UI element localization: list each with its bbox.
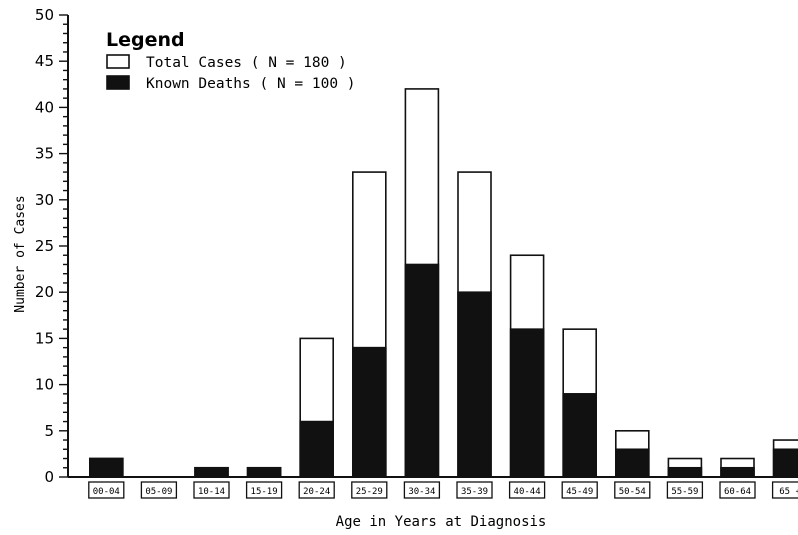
bar-known-deaths — [772, 448, 798, 478]
x-tick-label: 15-19 — [251, 487, 278, 497]
y-tick-label: 45 — [35, 52, 54, 70]
y-tick-label: 35 — [35, 145, 54, 163]
bar-known-deaths — [404, 263, 440, 478]
x-category-labels: 00-04 05-09 10-14 15-19 20-24 25-29 30-34 35-39… — [88, 481, 798, 499]
legend-swatch-total — [106, 54, 130, 69]
bar-known-deaths — [246, 466, 282, 478]
x-tick-label: 40-44 — [514, 487, 541, 497]
x-tick-label: 10-14 — [198, 487, 225, 497]
x-tick-label: 25-29 — [356, 487, 383, 497]
bar-known-deaths — [457, 291, 492, 478]
x-category-box — [508, 481, 546, 499]
y-axis-label: Number of Cases — [13, 195, 28, 312]
x-category-box — [614, 481, 651, 499]
x-category-box — [298, 481, 335, 499]
x-category-box — [666, 481, 704, 499]
x-category-box — [719, 481, 756, 499]
legend-label-deaths: Known Deaths ( N = 100 ) — [146, 76, 356, 92]
bar-known-deaths — [194, 466, 229, 478]
x-category-box — [140, 481, 178, 499]
bar-known-deaths — [89, 457, 124, 478]
x-category-box — [771, 481, 798, 499]
x-tick-label: 60-64 — [724, 487, 751, 497]
y-tick-label: 5 — [44, 422, 54, 440]
y-axis: 0 5 10 15 20 25 30 35 40 45 50 — [35, 6, 69, 486]
bar-known-deaths — [720, 466, 755, 478]
legend-swatch-deaths — [106, 75, 130, 90]
y-tick-label: 25 — [35, 237, 54, 255]
y-tick-label: 40 — [35, 98, 54, 116]
x-tick-label: 50-54 — [619, 487, 646, 497]
x-tick-label: 00-04 — [93, 487, 120, 497]
x-tick-label: 05-09 — [145, 487, 172, 497]
y-tick-label: 10 — [35, 376, 54, 394]
y-tick-label: 0 — [44, 468, 54, 486]
y-tick-label: 30 — [35, 191, 54, 209]
bar-known-deaths — [509, 328, 545, 478]
x-tick-label: 65 + — [779, 487, 798, 497]
x-tick-label: 20-24 — [303, 487, 330, 497]
legend: Legend Total Cases ( N = 180 ) Known Dea… — [106, 29, 356, 92]
x-category-box — [456, 481, 493, 499]
bar-known-deaths — [351, 346, 387, 478]
x-category-box — [561, 481, 598, 499]
x-category-box — [403, 481, 441, 499]
y-tick-label: 20 — [35, 283, 54, 301]
bar-known-deaths — [299, 420, 335, 478]
bar-known-deaths — [562, 393, 598, 478]
y-tick-label: 15 — [35, 329, 54, 347]
legend-label-total: Total Cases ( N = 180 ) — [146, 55, 347, 71]
x-tick-label: 35-39 — [461, 487, 488, 497]
x-category-box — [193, 481, 230, 499]
legend-title: Legend — [106, 29, 185, 51]
x-category-box — [351, 481, 388, 499]
x-tick-label: 30-34 — [408, 487, 435, 497]
x-category-box — [245, 481, 283, 499]
x-tick-label: 45-49 — [566, 487, 593, 497]
bar-known-deaths — [614, 448, 650, 478]
x-tick-label: 55-59 — [671, 487, 698, 497]
x-axis-label: Age in Years at Diagnosis — [336, 514, 547, 530]
bars-group — [89, 88, 798, 478]
x-category-box — [88, 481, 125, 499]
bar-known-deaths — [667, 466, 703, 478]
y-tick-label: 50 — [35, 6, 54, 24]
